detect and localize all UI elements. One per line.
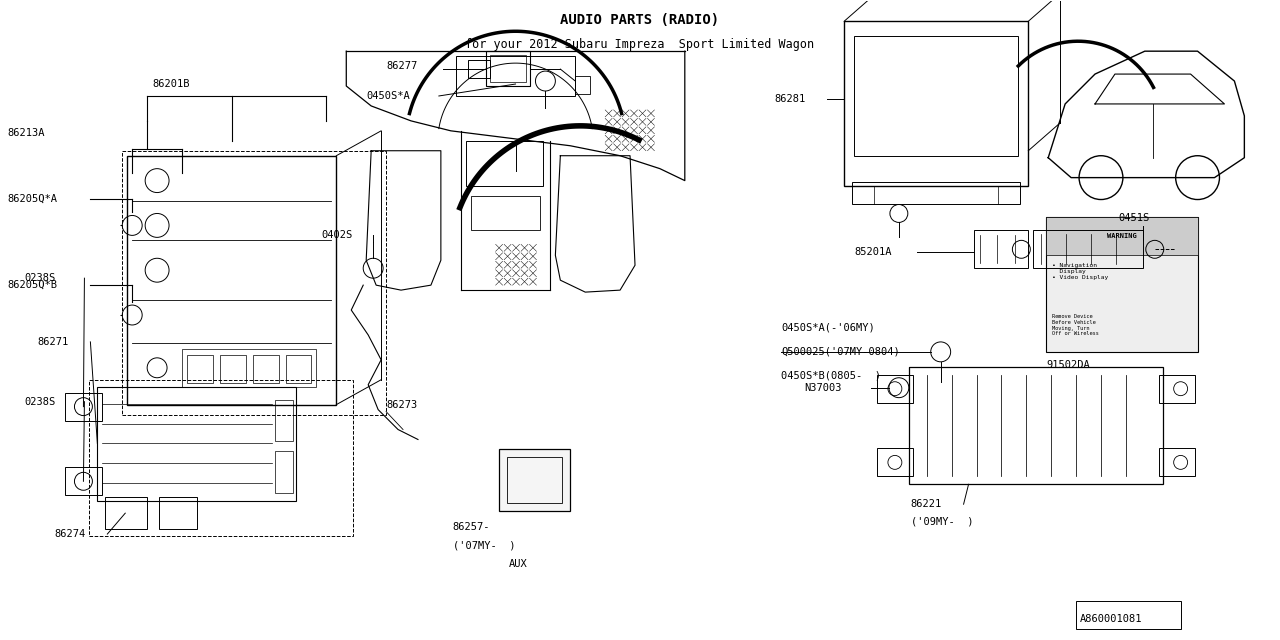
Text: WARNING: WARNING (1107, 234, 1137, 239)
Bar (123, 151, 387, 415)
Text: 86277: 86277 (387, 61, 417, 71)
Text: 86213A: 86213A (8, 128, 45, 138)
Bar (1158, 449, 1194, 476)
Bar (854, 36, 1019, 156)
Text: • Navigation
  Display
• Video Display: • Navigation Display • Video Display (1052, 263, 1108, 280)
Text: Remove Device
Before Vehicle
Moving, Turn
Off or Wireless: Remove Device Before Vehicle Moving, Tur… (1052, 314, 1100, 337)
Bar (1046, 218, 1198, 352)
Bar (97, 387, 297, 501)
Bar (1033, 230, 1143, 268)
Bar (187, 355, 212, 383)
Bar (485, 51, 530, 86)
Bar (64, 467, 102, 495)
Text: A860001081: A860001081 (1080, 614, 1143, 624)
Bar (159, 497, 197, 529)
Text: 0238S: 0238S (24, 397, 56, 406)
Bar (844, 21, 1028, 186)
Bar (877, 375, 913, 403)
Text: AUDIO PARTS (RADIO): AUDIO PARTS (RADIO) (561, 13, 719, 27)
Bar (64, 393, 102, 420)
Text: 86274: 86274 (55, 529, 86, 539)
Bar (275, 451, 293, 493)
Bar (466, 141, 544, 186)
Text: 0450S*A(-'06MY): 0450S*A(-'06MY) (781, 323, 876, 333)
Text: Q500025('07MY-0804): Q500025('07MY-0804) (781, 347, 900, 357)
Bar (275, 399, 293, 442)
Text: ('07MY-  ): ('07MY- ) (453, 540, 516, 550)
Text: 86221: 86221 (911, 499, 942, 509)
Text: 86257-: 86257- (453, 522, 490, 532)
Bar (507, 458, 562, 503)
Text: 0402S: 0402S (321, 230, 352, 241)
Text: 86205Q*B: 86205Q*B (8, 280, 58, 290)
Bar (1076, 601, 1180, 628)
Text: 86281: 86281 (774, 94, 805, 104)
Bar (499, 449, 571, 511)
Bar (1158, 375, 1194, 403)
Bar (285, 355, 311, 383)
Bar (90, 380, 353, 536)
Text: 0238S: 0238S (24, 273, 56, 283)
Text: 86205Q*A: 86205Q*A (8, 193, 58, 204)
Bar (182, 349, 316, 387)
Text: ('09MY-  ): ('09MY- ) (911, 516, 973, 526)
Bar (105, 497, 147, 529)
Text: 0451S: 0451S (1117, 214, 1149, 223)
Bar (877, 449, 913, 476)
Text: 86273: 86273 (387, 399, 417, 410)
Text: for your 2012 Subaru Impreza  Sport Limited Wagon: for your 2012 Subaru Impreza Sport Limit… (466, 38, 814, 51)
Bar (127, 156, 337, 404)
Bar (909, 367, 1162, 484)
Bar (471, 196, 540, 230)
Bar (974, 230, 1028, 268)
Bar (575, 76, 590, 94)
Bar (852, 182, 1020, 204)
Bar (220, 355, 246, 383)
Bar (467, 60, 490, 78)
Text: N37003: N37003 (804, 383, 842, 393)
Text: 86201B: 86201B (152, 79, 189, 89)
Bar (456, 56, 575, 96)
Text: 91502DA: 91502DA (1046, 360, 1091, 370)
Text: 85201A: 85201A (854, 247, 892, 257)
Bar (252, 355, 279, 383)
Text: 86271: 86271 (37, 337, 69, 347)
Text: 0450S*B(0805-  ): 0450S*B(0805- ) (781, 371, 882, 381)
Bar (1046, 218, 1198, 255)
Bar (490, 55, 526, 82)
Text: 0450S*A: 0450S*A (366, 91, 410, 101)
Text: AUX: AUX (508, 559, 527, 569)
